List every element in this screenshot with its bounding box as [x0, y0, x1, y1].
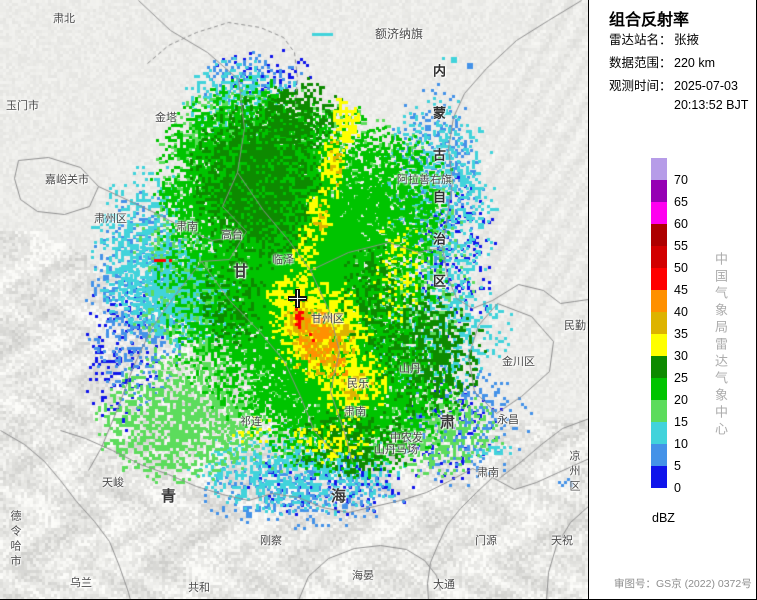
legend-swatch — [651, 268, 667, 290]
legend-value: 55 — [674, 239, 688, 253]
legend-value: 25 — [674, 371, 688, 385]
legend-swatch — [651, 422, 667, 444]
legend-swatch — [651, 246, 667, 268]
legend-swatch — [651, 400, 667, 422]
legend-value: 45 — [674, 283, 688, 297]
info-panel: 组合反射率 雷达站名： 张掖 数据范围： 220 km 观测时间： 2025-0… — [590, 0, 756, 599]
legend-swatch — [651, 158, 667, 180]
legend-value: 60 — [674, 217, 688, 231]
legend-swatch — [651, 290, 667, 312]
data-range-value: 220 km — [674, 56, 715, 70]
legend-value: 20 — [674, 393, 688, 407]
legend-swatch — [651, 312, 667, 334]
legend-swatch — [651, 356, 667, 378]
dbz-unit-label: dBZ — [652, 511, 675, 525]
map-approval-number: 审图号：GS京 (2022) 0372号 — [614, 578, 752, 590]
radar-echo-canvas — [0, 0, 588, 599]
legend-value: 70 — [674, 173, 688, 187]
station-name-value: 张掖 — [674, 33, 700, 47]
legend-value: 40 — [674, 305, 688, 319]
legend-value: 50 — [674, 261, 688, 275]
obs-clock-value: 20:13:52 BJT — [674, 98, 749, 112]
legend-swatch — [651, 202, 667, 224]
legend-swatch — [651, 224, 667, 246]
obs-time-row: 观测时间： 2025-07-03 — [609, 79, 748, 94]
legend-swatch — [651, 444, 667, 466]
legend-value: 65 — [674, 195, 688, 209]
station-name-label: 雷达站名： — [609, 33, 672, 47]
legend-value: 5 — [674, 459, 681, 473]
obs-time-label: 观测时间： — [609, 79, 672, 93]
dbz-color-bar — [651, 158, 667, 488]
radar-map: 肃北 玉门市 金塔 额济纳旗 嘉峪关市 肃州区 肃南 高台 临泽 甘州区 阿拉善右旗 民勤 金川区 山丹民… — [0, 0, 589, 599]
legend-value: 35 — [674, 327, 688, 341]
product-title: 组合反射率 — [609, 12, 690, 29]
obs-date-value: 2025-07-03 — [674, 79, 738, 93]
station-info: 雷达站名： 张掖 数据范围： 220 km 观测时间： 2025-07-03 2… — [609, 33, 748, 113]
data-range-label: 数据范围： — [609, 56, 672, 70]
agency-watermark: 中国气象局雷达气象中心 — [713, 252, 728, 439]
data-range-row: 数据范围： 220 km — [609, 56, 748, 71]
legend-swatch — [651, 466, 667, 488]
legend-swatch — [651, 334, 667, 356]
legend-value: 0 — [674, 481, 681, 495]
legend-swatch — [651, 180, 667, 202]
legend-value: 15 — [674, 415, 688, 429]
legend-swatch — [651, 378, 667, 400]
legend-value: 10 — [674, 437, 688, 451]
legend-value: 30 — [674, 349, 688, 363]
station-name-row: 雷达站名： 张掖 — [609, 33, 748, 48]
